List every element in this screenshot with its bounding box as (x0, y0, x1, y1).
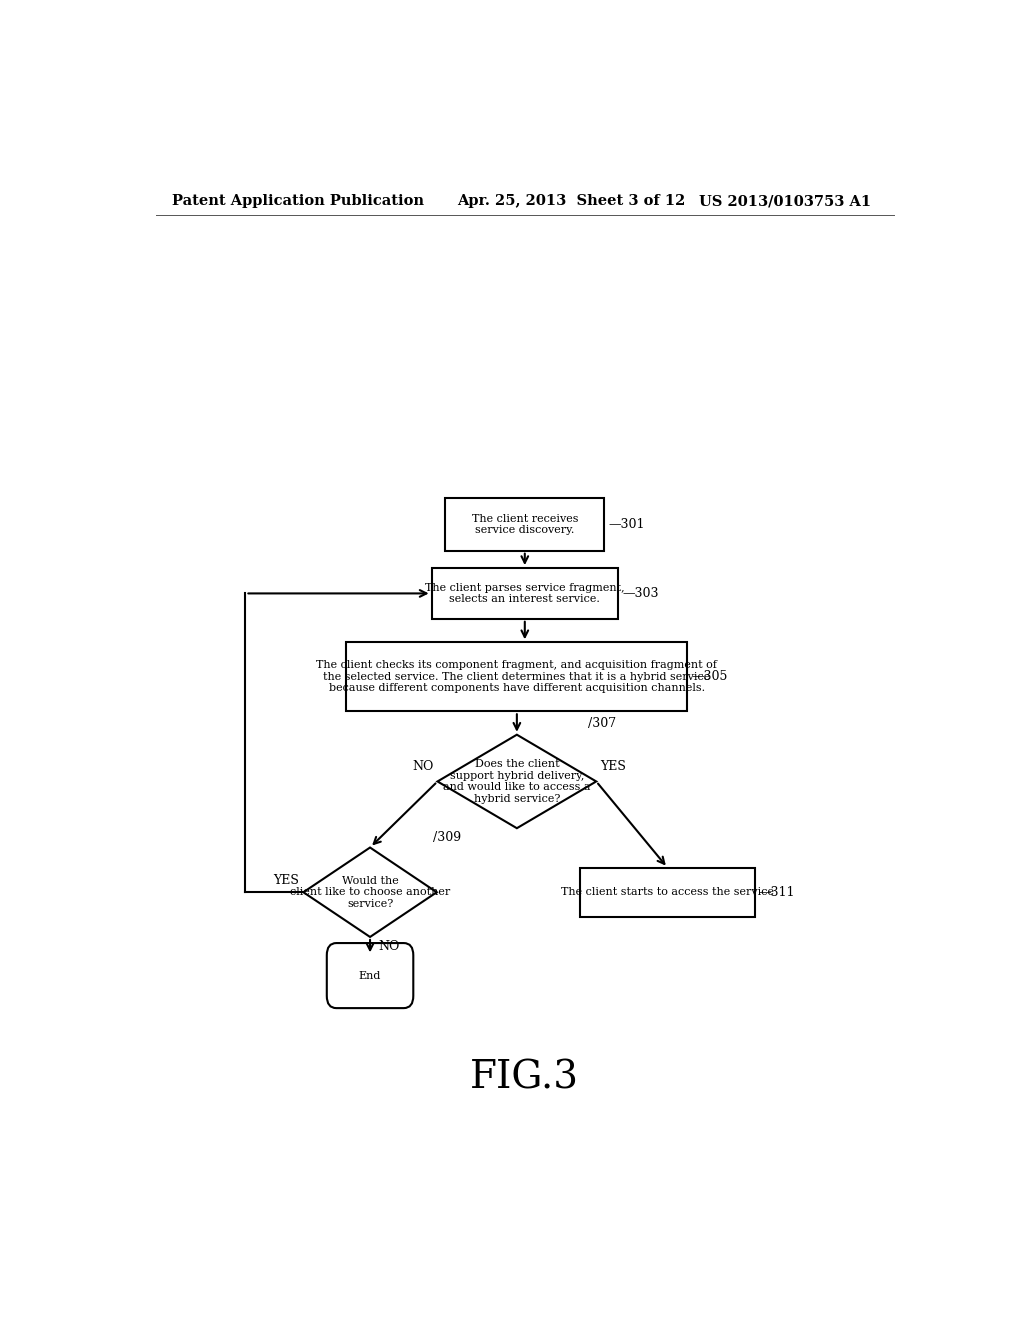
Polygon shape (437, 735, 596, 828)
Text: —311: —311 (759, 886, 796, 899)
Text: NO: NO (413, 760, 433, 772)
Text: —305: —305 (691, 671, 728, 684)
Text: The client receives
service discovery.: The client receives service discovery. (471, 513, 579, 535)
FancyBboxPatch shape (445, 498, 604, 550)
Text: US 2013/0103753 A1: US 2013/0103753 A1 (699, 194, 871, 209)
Text: Does the client
support hybrid delivery,
and would like to access a
hybrid servi: Does the client support hybrid delivery,… (443, 759, 591, 804)
FancyBboxPatch shape (327, 942, 414, 1008)
Text: End: End (358, 970, 381, 981)
FancyBboxPatch shape (431, 568, 618, 619)
FancyBboxPatch shape (346, 643, 687, 711)
FancyBboxPatch shape (581, 867, 755, 916)
Text: The client parses service fragment,
selects an interest service.: The client parses service fragment, sele… (425, 582, 625, 605)
Text: Would the
client like to choose another
service?: Would the client like to choose another … (290, 875, 451, 909)
Text: —303: —303 (622, 587, 658, 599)
Text: YES: YES (600, 760, 626, 772)
Text: FIG.3: FIG.3 (470, 1060, 580, 1097)
Text: /309: /309 (433, 832, 461, 845)
Text: —301: —301 (608, 517, 645, 531)
Text: Apr. 25, 2013  Sheet 3 of 12: Apr. 25, 2013 Sheet 3 of 12 (458, 194, 686, 209)
Text: The client starts to access the service: The client starts to access the service (561, 887, 774, 898)
Text: YES: YES (273, 874, 299, 887)
Text: /307: /307 (588, 717, 616, 730)
Text: NO: NO (378, 940, 399, 953)
Text: The client checks its component fragment, and acquisition fragment of
the select: The client checks its component fragment… (316, 660, 717, 693)
Polygon shape (303, 847, 436, 937)
Text: Patent Application Publication: Patent Application Publication (172, 194, 424, 209)
